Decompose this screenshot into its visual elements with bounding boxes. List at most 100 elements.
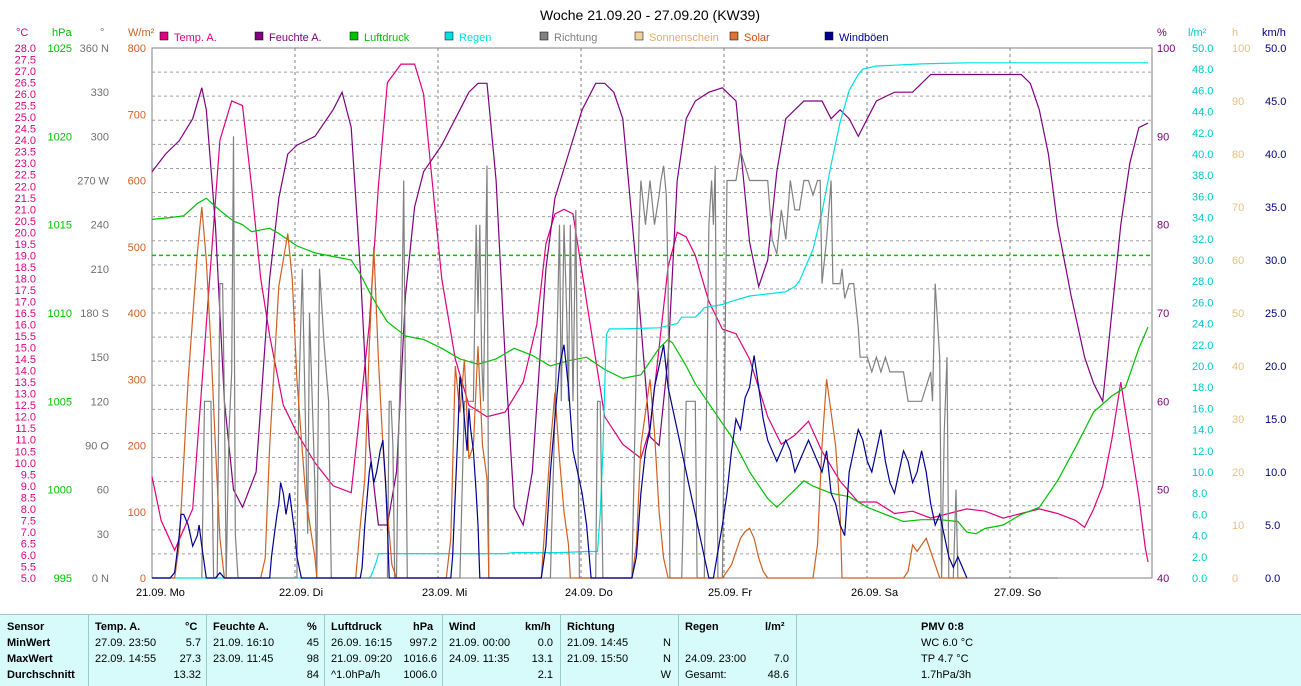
axis-tick-label-dir: 270 W [77,176,109,188]
axis-tick-label-temp: 24.0 [15,135,36,147]
x-axis-label: 21.09. Mo [136,587,185,599]
axis-tick-label-solar: 200 [128,441,146,453]
x-axis-label: 26.09. Sa [851,587,899,599]
axis-tick-label-temp: 22.5 [15,170,36,182]
axis-unit-rain: l/m² [1188,27,1207,39]
axis-tick-label-rain: 48.0 [1192,64,1213,76]
legend-label: Luftdruck [364,32,410,44]
axis-tick-label-solar: 300 [128,374,146,386]
chart-title: Woche 21.09.20 - 27.09.20 (KW39) [540,7,760,23]
axis-tick-label-solar: 0 [140,573,146,585]
series-line-rain [152,62,1148,579]
axis-tick-label-temp: 15.5 [15,331,36,343]
axis-tick-label-press: 1025 [48,43,72,55]
axis-tick-label-dir: 180 S [80,308,109,320]
axis-tick-label-temp: 17.0 [15,296,36,308]
series-line-hum [151,73,1149,527]
legend: Temp. A. Feuchte A. Luftdruck Regen Richtung… [159,31,889,44]
axis-tick-label-rain: 10.0 [1192,467,1213,479]
axis-tick-label-sun: 40 [1232,361,1244,373]
header-direction: Richtung [567,621,615,633]
rain-max-value: 7.0 [773,653,789,665]
humidity-min-time: 21.09. 16:10 [213,637,275,649]
axis-tick-label-sun: 80 [1232,149,1244,161]
axis-tick-label-sun: 0 [1232,573,1238,585]
x-axis-label: 24.09. Do [565,587,613,599]
statistics-panel: Sensor MinWert MaxWert Durchschnitt Temp… [0,614,1301,686]
axis-tick-label-solar: 800 [128,43,146,55]
x-axis-label: 22.09. Di [279,587,323,599]
pressure-avg-value: 1006.0 [403,669,437,681]
axis-tick-label-temp: 25.5 [15,101,36,113]
axis-tick-label-temp: 14.5 [15,354,36,366]
direction-max-value: N [663,653,671,665]
axis-tick-label-temp: 13.5 [15,377,36,389]
axis-tick-label-solar: 700 [128,109,146,121]
legend-swatch [634,31,644,41]
axis-tick-label-hum: 70 [1157,308,1169,320]
rain-total-label: Gesamt: [685,669,727,681]
legend-swatch [444,31,454,41]
axis-tick-label-temp: 25.0 [15,112,36,124]
legend-swatch [824,31,834,41]
axis-tick-label-temp: 22.0 [15,181,36,193]
axis-tick-label-press: 1000 [48,485,72,497]
axis-tick-label-sun: 70 [1232,202,1244,214]
header-rain: Regen [685,621,719,633]
axis-tick-label-temp: 23.0 [15,158,36,170]
temp-avg-value: 13.32 [173,669,201,681]
axis-tick-label-rain: 18.0 [1192,382,1213,394]
axis-tick-label-temp: 11.5 [15,423,36,435]
axis-tick-label-temp: 20.0 [15,227,36,239]
axis-tick-label-temp: 18.5 [15,262,36,274]
axis-tick-label-wind: 40.0 [1265,149,1286,161]
axis-tick-label-solar: 600 [128,176,146,188]
axis-tick-label-temp: 20.5 [15,216,36,228]
header-temp: Temp. A. [95,621,141,633]
axis-tick-label-dir: 300 [91,131,109,143]
series-line-wind [152,344,968,579]
legend-swatch [254,31,264,41]
legend-swatch [729,31,739,41]
axis-tick-label-temp: 27.0 [15,66,36,78]
axis-tick-label-dir: 90 O [85,441,109,453]
axis-tick-label-rain: 26.0 [1192,297,1213,309]
axis-tick-label-temp: 11.0 [15,435,36,447]
axis-tick-label-dir: 240 [91,220,109,232]
header-humidity: Feuchte A. [213,621,269,633]
axis-tick-label-temp: 26.5 [15,78,36,90]
axis-tick-label-temp: 15.0 [15,343,36,355]
row-label-min: MinWert [7,637,51,649]
axis-tick-label-rain: 32.0 [1192,234,1213,246]
axis-tick-label-press: 1005 [48,396,72,408]
axis-tick-label-temp: 12.0 [15,412,36,424]
series-line-press [151,197,1149,535]
axis-tick-label-temp: 7.0 [21,527,36,539]
temp-min-value: 5.7 [185,637,201,649]
legend-label: Solar [744,32,770,44]
axis-tick-label-dir: 210 [91,264,109,276]
wind-max-value: 13.1 [531,653,553,665]
legend-label: Windböen [839,32,889,44]
pmv-windchill: WC 6.0 °C [921,637,974,649]
axis-tick-label-press: 1010 [48,308,72,320]
axis-tick-label-dir: 0 N [92,573,109,585]
axis-tick-label-wind: 20.0 [1265,361,1286,373]
axis-tick-label-temp: 17.5 [15,285,36,297]
rain-total-value: 48.6 [767,669,789,681]
axis-tick-label-temp: 28.0 [15,43,36,55]
axis-tick-label-dir: 360 N [80,43,109,55]
axis-tick-label-rain: 20.0 [1192,361,1213,373]
header-sensor: Sensor [7,621,45,633]
axis-tick-label-rain: 50.0 [1192,43,1213,55]
axis-tick-label-rain: 22.0 [1192,340,1213,352]
axis-tick-label-temp: 27.5 [15,55,36,67]
legend-swatch [159,31,169,41]
pressure-max-time: 21.09. 09:20 [331,653,393,665]
axis-tick-label-rain: 28.0 [1192,276,1213,288]
axis-tick-label-dir: 60 [97,485,109,497]
header-pressure: Luftdruck [331,621,382,633]
stats-direction-column: Richtung 21.09. 14:45 N 21.09. 15:50 N W [560,615,679,686]
axis-tick-label-temp: 23.5 [15,147,36,159]
temp-max-value: 27.3 [179,653,201,665]
